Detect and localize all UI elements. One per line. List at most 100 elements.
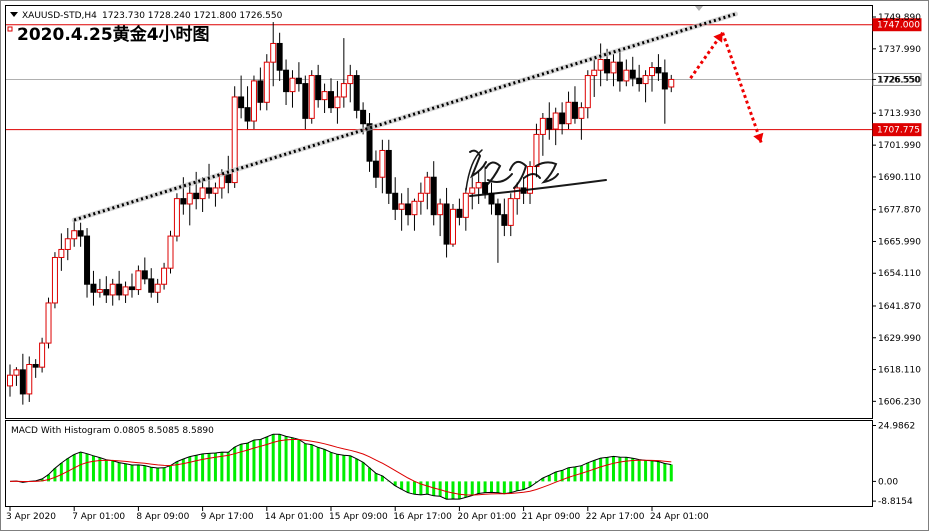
candle-bear: [116, 283, 123, 296]
candle-bull: [469, 187, 476, 194]
candle-bear: [257, 80, 264, 103]
macd-signal-line: [9, 439, 672, 496]
candle-bear: [430, 176, 437, 216]
candle-bull: [449, 208, 456, 245]
candle-bear: [443, 203, 450, 245]
price-tick-label: 1713.930: [878, 109, 921, 119]
candle-bull: [565, 101, 572, 125]
candle-bull: [64, 238, 71, 250]
symbol-label: XAUUSD-STD,H4: [22, 11, 97, 21]
candle-bear: [372, 160, 379, 178]
candle-bull: [417, 192, 424, 202]
time-tick-label: 9 Apr 17:00: [201, 512, 254, 522]
price-tick-label: 1726.550: [878, 75, 921, 85]
price-tick-label: 1690.110: [878, 173, 921, 183]
macd-tick-label: 24.9862: [878, 422, 915, 432]
trend-line: [73, 12, 736, 222]
time-tick-label: 15 Apr 09:00: [329, 512, 388, 522]
candle-bull: [45, 302, 52, 344]
candle-bear: [494, 203, 501, 216]
candle-bull: [597, 59, 604, 71]
candle-bear: [546, 117, 553, 130]
candle-bull: [591, 69, 598, 77]
candle-bear: [295, 77, 302, 85]
candle-bull: [231, 96, 238, 184]
candle-bull: [437, 203, 444, 216]
price-tick-label: 1641.870: [878, 302, 921, 312]
candle-bear: [206, 187, 213, 194]
time-tick-label: 20 Apr 01:00: [457, 512, 516, 522]
candle-bull: [411, 200, 418, 216]
price-level-tag: [872, 123, 922, 137]
macd-tick-label: -8.8154: [878, 497, 913, 507]
time-axis: 3 Apr 2020 7 Apr 01:00 8 Apr 09:00 9 Apr 17…: [6, 507, 709, 522]
candle-bear: [571, 101, 578, 119]
candle-bull: [122, 286, 129, 296]
candle-bull: [96, 289, 103, 293]
candle-bull: [398, 203, 405, 210]
candle-bear: [84, 235, 91, 285]
price-tick-label: 1677.870: [878, 206, 921, 216]
candle-bull: [13, 369, 20, 376]
candle-bear: [559, 112, 566, 125]
macd-indicator: [9, 433, 673, 500]
price-tick-label: 1629.990: [878, 334, 921, 344]
candle-bear: [77, 230, 84, 237]
candle-bull: [475, 182, 482, 189]
time-tick-label: 21 Apr 09:00: [522, 512, 581, 522]
headline-marker: [7, 26, 13, 32]
candle-bull: [668, 78, 675, 88]
time-tick-label: 3 Apr 2020: [6, 512, 56, 522]
candle-bull: [289, 77, 296, 93]
candle-bear: [193, 192, 200, 200]
candle-bear: [244, 107, 251, 122]
drawings[interactable]: [71, 11, 764, 223]
candle-bear: [366, 123, 373, 162]
macd-main-line: [9, 433, 672, 500]
symbol-dropdown-icon[interactable]: [10, 12, 18, 17]
chart-headline: 2020.4.25黄金4小时图: [17, 24, 210, 45]
candle-bull: [610, 61, 617, 74]
candle-bull: [250, 80, 257, 122]
candle-bull: [424, 176, 431, 194]
candle-bull: [167, 235, 174, 269]
candle-bull: [161, 267, 168, 285]
candle-bear: [103, 289, 110, 296]
candle-bear: [604, 59, 611, 74]
candle-bear: [392, 192, 399, 210]
candle-bear: [283, 69, 290, 93]
price-levels: 1747.000 1726.550 1707.775: [6, 18, 922, 137]
shift-marker-icon[interactable]: [695, 6, 703, 11]
candle-bull: [199, 187, 206, 200]
candle-bear: [90, 283, 97, 293]
price-tick-label: 1606.230: [878, 397, 921, 407]
macd-tick-label: 0.00: [878, 477, 898, 487]
candle-bull: [212, 187, 219, 194]
candle-bear: [128, 286, 135, 291]
candle-bear: [32, 363, 39, 368]
forecast-arrowhead-icon: [713, 32, 723, 43]
candle-bull: [39, 342, 46, 368]
candle-bear: [482, 182, 489, 194]
candle-bull: [527, 166, 534, 194]
candles: [7, 22, 675, 405]
candle-bull: [7, 374, 13, 387]
candle-bull: [642, 75, 649, 85]
time-tick-label: 14 Apr 01:00: [265, 512, 324, 522]
candle-bear: [19, 369, 26, 395]
candle-bear: [616, 61, 623, 82]
candle-bear: [315, 75, 322, 101]
price-tick-label: 1665.990: [878, 237, 921, 247]
candle-bull: [186, 192, 193, 205]
candle-bull: [539, 117, 546, 135]
candle-bear: [141, 270, 148, 280]
candle-bear: [225, 174, 232, 184]
candle-bear: [353, 75, 360, 111]
candle-bull: [507, 198, 514, 226]
candle-bear: [180, 198, 187, 205]
candle-bull: [584, 75, 591, 109]
candle-bear: [302, 83, 309, 119]
price-level-tag: [872, 18, 922, 32]
macd-axis: 24.9862 0.00 -8.8154: [872, 422, 915, 507]
